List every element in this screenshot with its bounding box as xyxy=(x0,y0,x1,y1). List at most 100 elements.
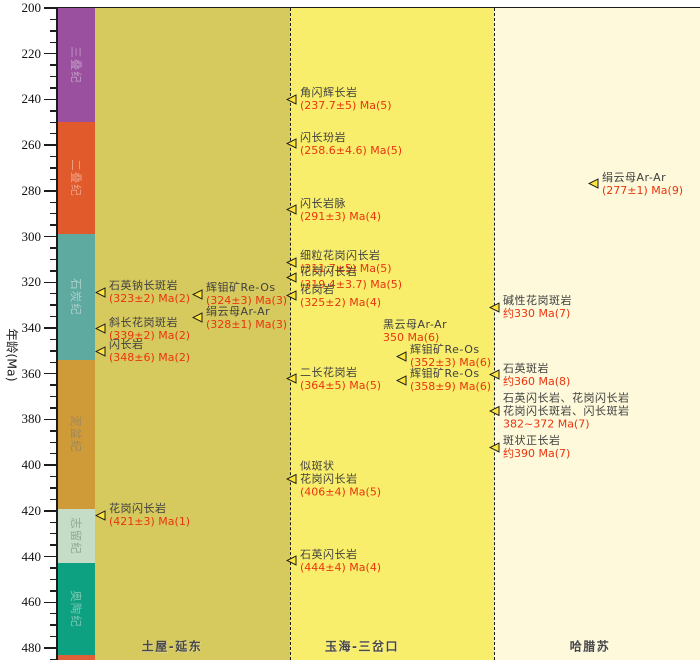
tick-label-340: 340 xyxy=(21,319,42,335)
tick-major-460 xyxy=(44,601,57,604)
rock-name-hls-4-0: 石英闪长岩、花岗闪长岩 xyxy=(503,391,630,405)
tick-label-220: 220 xyxy=(21,45,42,61)
age-value-yh-7: 350 Ma(6) xyxy=(383,330,440,344)
rock-name-yh-5-0: 花岗闪长岩 xyxy=(300,264,358,278)
rock-name-hls-3-0: 石英斑岩 xyxy=(503,361,549,375)
tick-minor-405 xyxy=(50,475,57,478)
age-marker-triangle-icon xyxy=(286,473,297,485)
tick-label-260: 260 xyxy=(21,137,42,153)
tick-minor-485 xyxy=(50,658,57,660)
annotation-text-hls-5: 斑状正长岩 约390 Ma(7) xyxy=(503,434,570,460)
tick-label-420: 420 xyxy=(21,502,42,518)
rock-name-hls-5-0: 斑状正长岩 xyxy=(503,434,561,448)
tick-major-360 xyxy=(44,372,57,375)
annotation-text-yh-4: 细粒花岗闪长岩 (311.7±5) Ma(5) xyxy=(300,249,392,275)
tick-minor-265 xyxy=(50,155,57,158)
tick-minor-415 xyxy=(50,498,57,501)
annotation-yh-10: 二长花岗岩 (364±5) Ma(5) xyxy=(286,366,381,392)
y-axis-title: 年龄(Ma) xyxy=(4,328,20,382)
age-value-yh-3: (291±3) Ma(4) xyxy=(300,209,382,223)
tick-major-280 xyxy=(44,190,57,192)
rock-name-ty-5-0: 闪长岩 xyxy=(109,338,144,352)
tick-major-300 xyxy=(44,235,57,238)
tick-minor-355 xyxy=(50,361,57,364)
rock-name-yh-6-0: 花岗岩 xyxy=(300,282,335,296)
age-marker-triangle-icon xyxy=(286,93,297,105)
age-marker-triangle-icon xyxy=(286,204,297,216)
tick-minor-275 xyxy=(50,178,57,181)
age-marker-triangle-icon xyxy=(286,138,297,150)
period-label-泥盆纪: 泥盆纪 xyxy=(69,415,83,454)
district-label-halasu: 哈腊苏 xyxy=(569,639,611,654)
annotation-yh-9: 辉钼矿Re-Os (358±9) Ma(6) xyxy=(396,367,491,393)
annotation-ty-6: 花岗闪长岩 (421±3) Ma(1) xyxy=(95,502,190,528)
annotation-text-yh-12: 石英闪长岩 (444±4) Ma(4) xyxy=(300,548,381,574)
tick-minor-290 xyxy=(50,212,57,215)
rock-name-hls-1-0: 绢云母Ar-Ar xyxy=(602,170,667,184)
tick-major-380 xyxy=(44,418,57,421)
annotation-text-hls-4: 石英闪长岩、花岗闪长岩 花岗闪长斑岩、闪长斑岩 382~372 Ma(7) xyxy=(503,391,630,430)
tick-label-240: 240 xyxy=(21,91,42,107)
annotation-text-yh-6: 花岗岩 (325±2) Ma(4) xyxy=(300,283,381,309)
age-value-ty-1: (323±2) Ma(2) xyxy=(109,292,191,306)
age-value-hls-1: (277±1) Ma(9) xyxy=(602,183,684,197)
period-label-石炭纪: 石炭纪 xyxy=(69,278,83,316)
annotation-text-yh-10: 二长花岗岩 (364±5) Ma(5) xyxy=(300,366,381,392)
rock-name-ty-2-0: 辉钼矿Re-Os xyxy=(206,281,276,295)
annotation-hls-5: 斑状正长岩 约390 Ma(7) xyxy=(489,434,570,460)
tick-minor-350 xyxy=(50,350,57,352)
annotation-text-yh-8: 辉钼矿Re-Os (352±3) Ma(6) xyxy=(410,343,491,369)
age-marker-triangle-icon xyxy=(489,405,500,416)
age-marker-triangle-icon xyxy=(396,374,407,386)
tick-label-480: 480 xyxy=(21,639,42,655)
age-marker-triangle-icon xyxy=(286,272,297,284)
age-value-yh-2: (258.6±4.6) Ma(5) xyxy=(300,143,403,157)
annotation-text-ty-1: 石英钠长斑岩 (323±2) Ma(2) xyxy=(109,279,190,305)
tick-label-440: 440 xyxy=(21,548,42,564)
tick-major-260 xyxy=(44,144,57,146)
age-value-yh-1: (237.7±5) Ma(5) xyxy=(300,99,392,113)
tick-label-400: 400 xyxy=(21,457,42,473)
age-value-hls-2: 约330 Ma(7) xyxy=(503,307,571,321)
tick-minor-335 xyxy=(50,315,57,318)
tick-minor-410 xyxy=(50,487,57,489)
tick-minor-435 xyxy=(50,544,57,546)
annotation-yh-4: 细粒花岗闪长岩 (311.7±5) Ma(5) xyxy=(286,249,392,275)
tick-minor-465 xyxy=(50,612,57,615)
annotation-text-yh-5: 花岗闪长岩 (319.4±3.7) Ma(5) xyxy=(300,265,402,291)
tick-minor-345 xyxy=(50,338,57,341)
tick-label-360: 360 xyxy=(21,365,42,381)
column-bg-tuwu xyxy=(95,8,290,660)
rock-name-yh-12-0: 石英闪长岩 xyxy=(300,547,358,561)
period-label-二叠纪: 二叠纪 xyxy=(69,159,83,198)
tick-minor-270 xyxy=(50,167,57,169)
rock-name-ty-1-0: 石英钠长斑岩 xyxy=(109,279,178,293)
tick-minor-310 xyxy=(50,258,57,261)
age-value-yh-11: (406±4) Ma(5) xyxy=(300,485,382,499)
age-marker-triangle-icon xyxy=(192,312,203,323)
annotation-text-hls-1: 绢云母Ar-Ar (277±1) Ma(9) xyxy=(602,171,683,197)
y-axis-line xyxy=(56,7,58,660)
tick-minor-390 xyxy=(50,441,57,444)
period-奥陶纪 xyxy=(57,563,95,655)
annotation-hls-3: 石英斑岩 约360 Ma(8) xyxy=(489,362,570,388)
age-marker-triangle-icon xyxy=(286,373,297,385)
annotation-text-hls-2: 碱性花岗斑岩 约330 Ma(7) xyxy=(503,294,572,320)
annotation-hls-1: 绢云母Ar-Ar (277±1) Ma(9) xyxy=(588,171,683,197)
rock-name-yh-8-0: 辉钼矿Re-Os xyxy=(410,343,480,357)
rock-name-hls-4-1: 花岗闪长斑岩、闪长斑岩 xyxy=(503,404,630,418)
rock-name-ty-4-0: 斜长花岗斑岩 xyxy=(109,315,178,329)
annotation-hls-4: 石英闪长岩、花岗闪长岩 花岗闪长斑岩、闪长斑岩 382~372 Ma(7) xyxy=(489,391,630,430)
tick-label-300: 300 xyxy=(21,228,42,244)
age-value-hls-4: 382~372 Ma(7) xyxy=(503,417,590,431)
tick-label-280: 280 xyxy=(21,182,42,198)
tick-major-340 xyxy=(44,327,57,329)
annotation-yh-1: 角闪辉长岩 (237.7±5) Ma(5) xyxy=(286,86,392,112)
age-marker-triangle-icon xyxy=(95,286,106,298)
annotation-yh-3: 闪长岩脉 (291±3) Ma(4) xyxy=(286,197,381,223)
age-marker-triangle-icon xyxy=(95,323,106,335)
tick-minor-205 xyxy=(50,18,57,21)
age-value-yh-10: (364±5) Ma(5) xyxy=(300,378,382,392)
age-value-ty-2: (324±3) Ma(3) xyxy=(206,294,288,308)
annotation-yh-7: 黑云母Ar-Ar 350 Ma(6) xyxy=(383,318,447,344)
